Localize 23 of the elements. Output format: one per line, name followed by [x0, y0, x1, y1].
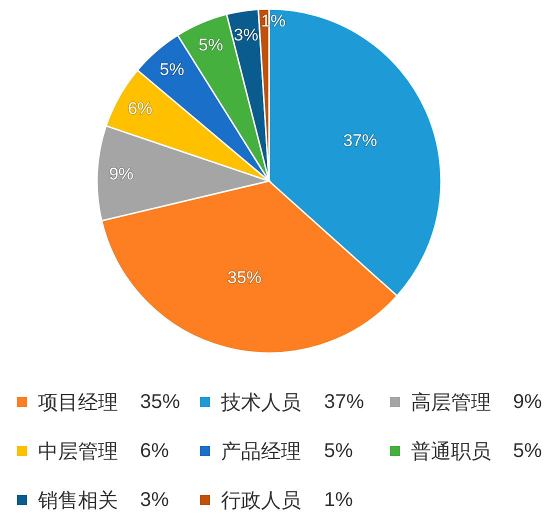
- data-label: 37%: [343, 130, 378, 150]
- legend-label: 中层管理: [38, 439, 118, 463]
- text: 37%: [324, 391, 364, 413]
- legend-label: 销售相关: [37, 488, 118, 512]
- data-label: 6%: [128, 98, 152, 118]
- data-label: 9%: [108, 164, 134, 184]
- legend-label: 行政人员: [221, 488, 301, 512]
- legend-label: 项目经理: [38, 390, 118, 414]
- data-label: 35%: [227, 268, 262, 288]
- data-label: 5%: [160, 60, 184, 79]
- data-label: 5%: [198, 36, 224, 55]
- text: 9%: [513, 391, 542, 413]
- legend-label: 产品经理: [221, 439, 301, 463]
- text: 1%: [324, 489, 353, 511]
- legend-label: 高层管理: [411, 390, 491, 414]
- legend-label: 技术人员: [220, 390, 301, 414]
- legend-label: 普通职员: [411, 439, 491, 463]
- text: 35%: [140, 391, 180, 413]
- data-label: 3%: [234, 25, 258, 44]
- text: 6%: [140, 440, 169, 462]
- text: 3%: [140, 489, 169, 511]
- text: 5%: [513, 440, 542, 462]
- text: 5%: [324, 440, 353, 462]
